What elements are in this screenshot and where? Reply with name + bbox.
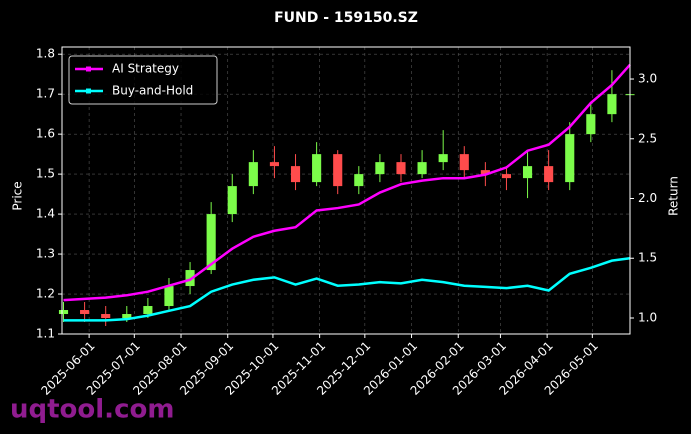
legend-label: AI Strategy bbox=[112, 62, 179, 76]
y-tick-label: 1.8 bbox=[36, 47, 55, 61]
candle-body bbox=[101, 314, 111, 319]
candle-body bbox=[522, 166, 533, 179]
y-tick-label: 1.1 bbox=[36, 327, 55, 341]
legend-marker bbox=[86, 66, 91, 72]
candle-body bbox=[375, 162, 385, 175]
candle-body bbox=[227, 186, 237, 215]
candle-body bbox=[58, 310, 69, 315]
candle-body bbox=[565, 134, 575, 183]
y2-tick-label: 1.5 bbox=[638, 251, 657, 265]
legend-label: Buy-and-Hold bbox=[112, 84, 193, 98]
candle-body bbox=[607, 94, 617, 115]
line-series bbox=[63, 63, 631, 302]
y2-tick-label: 2.0 bbox=[638, 191, 657, 205]
y-tick-label: 1.2 bbox=[36, 287, 55, 301]
y-tick-label: 1.4 bbox=[36, 207, 55, 221]
candle-body bbox=[396, 162, 406, 175]
y-axis-label: Price bbox=[11, 181, 25, 210]
watermark: uqtool.com bbox=[10, 395, 174, 425]
candle-body bbox=[333, 154, 343, 187]
candle-body bbox=[164, 286, 174, 307]
y-tick-label: 1.6 bbox=[36, 127, 55, 141]
candle-body bbox=[312, 154, 322, 183]
chart-title: FUND - 159150.SZ bbox=[274, 10, 418, 26]
y2-axis-label: Return bbox=[667, 176, 681, 216]
candle-body bbox=[143, 306, 153, 315]
candle-body bbox=[80, 310, 90, 315]
y-tick-label: 1.7 bbox=[36, 87, 55, 101]
candle-body bbox=[544, 166, 554, 183]
candle-body bbox=[438, 154, 448, 163]
candle-body bbox=[501, 174, 512, 179]
candle-body bbox=[290, 166, 301, 183]
candle-body bbox=[459, 154, 469, 171]
y2-tick-label: 1.0 bbox=[638, 310, 657, 324]
candle-body bbox=[417, 162, 427, 175]
y2-tick-label: 2.5 bbox=[638, 131, 657, 145]
candle-body bbox=[122, 314, 132, 319]
legend: AI Strategy Buy-and-Hold bbox=[68, 55, 218, 105]
legend-box bbox=[68, 55, 218, 105]
candle-body bbox=[206, 214, 216, 271]
y-tick-label: 1.5 bbox=[36, 167, 55, 181]
plot-frame bbox=[61, 46, 631, 335]
candle-body bbox=[269, 162, 279, 167]
candle-body bbox=[354, 174, 364, 187]
candle-body bbox=[185, 270, 195, 287]
candle-body bbox=[586, 114, 596, 135]
candle-body bbox=[248, 162, 258, 187]
line-series bbox=[63, 257, 631, 322]
legend-marker bbox=[86, 88, 91, 94]
y-tick-label: 1.3 bbox=[36, 247, 55, 261]
y2-tick-label: 3.0 bbox=[638, 72, 657, 86]
candle-body bbox=[480, 170, 490, 175]
